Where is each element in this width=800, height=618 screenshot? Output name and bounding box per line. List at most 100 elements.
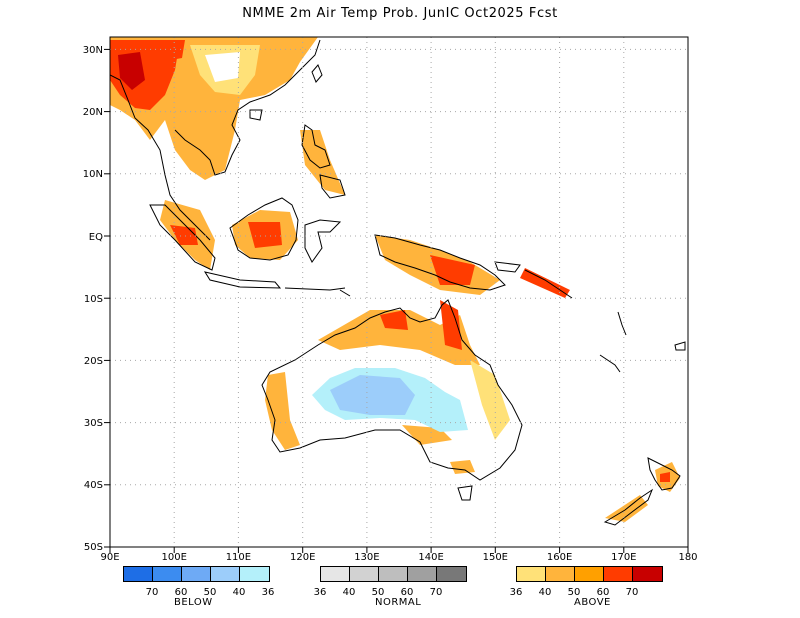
legend-number: 60 <box>596 587 610 598</box>
legend-number: 60 <box>400 587 414 598</box>
coast-hainan <box>249 109 263 121</box>
legend-above-caption: ABOVE <box>574 597 611 608</box>
legend-swatch <box>240 567 269 581</box>
above-shade-e-australia <box>470 360 510 440</box>
y-tick-label: 20S <box>84 356 103 367</box>
above-shade-borneo-red <box>248 222 282 248</box>
x-tick-label: 120E <box>290 552 315 563</box>
legend-swatch <box>321 567 350 581</box>
y-tick-label: 40S <box>84 480 103 491</box>
legend-swatch <box>633 567 662 581</box>
coast-asia-mainland <box>110 39 321 241</box>
legend-swatch <box>408 567 437 581</box>
y-tick-label: 10S <box>84 294 103 305</box>
coast-borneo <box>229 197 299 261</box>
legend-number: 40 <box>342 587 356 598</box>
coast-java <box>203 271 282 289</box>
legend-normal: 36 40 50 60 70 NORMAL <box>314 566 467 608</box>
legend-swatch <box>379 567 408 581</box>
coast-sumatra <box>149 204 216 271</box>
above-shade-sumatra-red <box>170 225 198 245</box>
legend-swatch <box>517 567 546 581</box>
map-frame <box>109 36 689 548</box>
y-tick-label: EQ <box>89 232 103 243</box>
legend-below: 70 60 50 40 36 BELOW <box>123 566 275 608</box>
coastlines <box>110 39 686 526</box>
x-tick-label: 170E <box>611 552 636 563</box>
above-shade-nz-north-red <box>660 472 670 482</box>
coast-lesser-sunda <box>284 287 351 297</box>
coast-new-caledonia <box>599 354 621 373</box>
legend-normal-numbers: 36 40 50 60 70 <box>314 587 467 599</box>
above-shade-w-australia <box>265 372 300 450</box>
x-tick-labels: 90E 100E 110E 120E 130E 140E 150E 160E 1… <box>100 552 697 563</box>
legend-number: 36 <box>261 587 275 598</box>
legend-swatch <box>437 567 466 581</box>
above-shade-cape-york-red <box>440 300 462 350</box>
x-tick-label: 140E <box>418 552 443 563</box>
legend-swatch <box>604 567 633 581</box>
gridlines <box>110 37 688 547</box>
x-tick-label: 130E <box>354 552 379 563</box>
legend-number: 60 <box>174 587 188 598</box>
above-shade-kimberley-red <box>380 310 408 330</box>
coast-sulawesi <box>304 219 342 263</box>
below-shade-central-australia-core <box>330 375 415 415</box>
legend-number: 50 <box>371 587 385 598</box>
legend-normal-swatches <box>320 566 467 582</box>
coast-new-britain <box>494 261 521 273</box>
legend-number: 70 <box>625 587 639 598</box>
coast-new-zealand-south <box>603 488 654 526</box>
y-tick-label: 30N <box>83 45 103 56</box>
legend-above-numbers: 36 40 50 60 70 <box>510 587 663 599</box>
legend-number: 70 <box>429 587 443 598</box>
coast-fiji <box>674 341 686 351</box>
x-tick-label: 110E <box>226 552 251 563</box>
y-tick-label: 20N <box>83 107 103 118</box>
coast-vanuatu <box>617 311 627 336</box>
legend-number: 36 <box>313 587 327 598</box>
y-tick-label: 10N <box>83 169 103 180</box>
x-tick-label: 90E <box>100 552 119 563</box>
legend-normal-caption: NORMAL <box>375 597 422 608</box>
above-shade-tibet-red <box>150 40 185 62</box>
coast-taiwan <box>311 64 323 83</box>
tick-marks <box>104 48 689 553</box>
shading-layer <box>110 37 680 522</box>
legend-number: 40 <box>232 587 246 598</box>
legend-number: 70 <box>145 587 159 598</box>
coast-tasmania <box>457 485 473 501</box>
legend-above: 36 40 50 60 70 ABOVE <box>510 566 663 608</box>
legend-number: 50 <box>203 587 217 598</box>
legend-swatch <box>350 567 379 581</box>
legend-below-numbers: 70 60 50 40 36 <box>123 587 275 599</box>
above-shade-philippines <box>300 130 345 195</box>
above-shade-victoria <box>450 460 475 474</box>
legend-below-swatches <box>123 566 270 582</box>
x-tick-label: 160E <box>547 552 572 563</box>
legend-number: 36 <box>509 587 523 598</box>
legend-below-caption: BELOW <box>174 597 213 608</box>
legend-swatch <box>575 567 604 581</box>
legend-swatch <box>546 567 575 581</box>
x-tick-label: 180 <box>678 552 697 563</box>
coast-new-guinea <box>374 234 506 291</box>
legend-number: 40 <box>538 587 552 598</box>
no-signal-patch-china <box>205 52 240 82</box>
legend-swatch <box>182 567 211 581</box>
legend-swatch <box>124 567 153 581</box>
y-tick-label: 30S <box>84 418 103 429</box>
coast-philippines <box>301 124 346 199</box>
above-shade-myanmar-darkred <box>118 52 145 90</box>
legend-above-swatches <box>516 566 663 582</box>
x-tick-label: 100E <box>161 552 186 563</box>
legend-number: 50 <box>567 587 581 598</box>
coast-new-zealand-north <box>647 457 681 491</box>
map-title: NMME 2m Air Temp Prob. JunIC Oct2025 Fcs… <box>242 6 558 21</box>
above-shade-n-australia <box>318 310 480 365</box>
y-tick-labels: 30N 20N 10N EQ 10S 20S 30S 40S 50S <box>83 45 103 553</box>
coast-solomons <box>524 269 573 299</box>
y-tick-label: 50S <box>84 542 103 553</box>
above-shade-solomons <box>520 268 570 298</box>
